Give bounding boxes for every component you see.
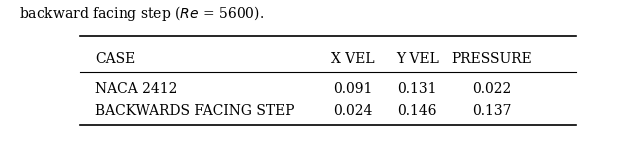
Text: CASE: CASE: [95, 52, 135, 66]
Text: 0.146: 0.146: [397, 104, 437, 118]
Text: 0.022: 0.022: [472, 82, 511, 96]
Text: 0.091: 0.091: [333, 82, 372, 96]
Text: 0.024: 0.024: [333, 104, 372, 118]
Text: NACA 2412: NACA 2412: [95, 82, 177, 96]
Text: BACKWARDS FACING STEP: BACKWARDS FACING STEP: [95, 104, 294, 118]
Text: Y VEL: Y VEL: [396, 52, 438, 66]
Text: 0.131: 0.131: [397, 82, 437, 96]
Text: X VEL: X VEL: [331, 52, 374, 66]
Text: 0.137: 0.137: [472, 104, 511, 118]
Text: PRESSURE: PRESSURE: [451, 52, 532, 66]
Text: backward facing step ($\mathit{Re}$ = 5600).: backward facing step ($\mathit{Re}$ = 56…: [19, 4, 264, 23]
